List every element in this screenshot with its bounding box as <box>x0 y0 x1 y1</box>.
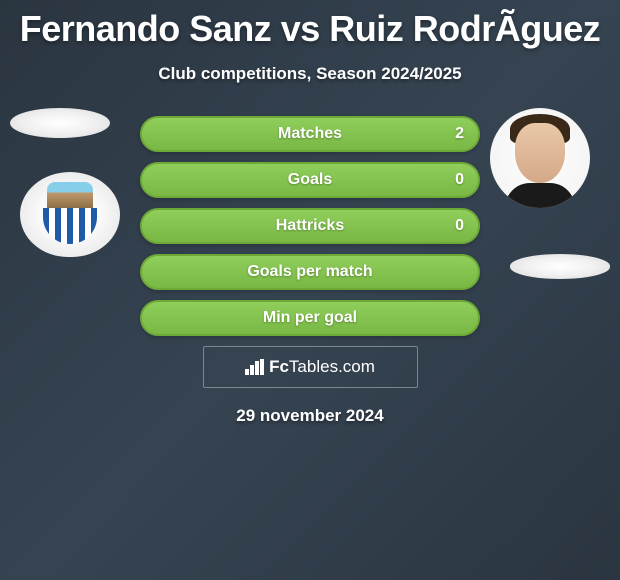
watermark: FcTables.com <box>203 346 418 388</box>
stats-list: Matches 2 Goals 0 Hattricks 0 Goals per … <box>140 116 480 336</box>
stat-row-min-per-goal: Min per goal <box>140 300 480 336</box>
stat-row-matches: Matches 2 <box>140 116 480 152</box>
watermark-text: FcTables.com <box>269 357 375 377</box>
stat-row-goals: Goals 0 <box>140 162 480 198</box>
player-left-club-badge <box>20 172 120 257</box>
stat-label: Min per goal <box>263 309 357 327</box>
stat-label: Goals <box>288 171 332 189</box>
stat-label: Goals per match <box>247 263 372 281</box>
player-right-avatar <box>490 108 590 208</box>
player-left-avatar <box>10 108 110 138</box>
stat-row-hattricks: Hattricks 0 <box>140 208 480 244</box>
stat-value-right: 0 <box>455 171 464 189</box>
stat-value-right: 0 <box>455 217 464 235</box>
footer-date: 29 november 2024 <box>0 406 620 426</box>
stat-label: Hattricks <box>276 217 344 235</box>
stat-label: Matches <box>278 125 342 143</box>
chart-icon <box>245 359 265 375</box>
comparison-content: Matches 2 Goals 0 Hattricks 0 Goals per … <box>0 116 620 426</box>
stat-value-right: 2 <box>455 125 464 143</box>
page-title: Fernando Sanz vs Ruiz RodrÃ­guez <box>0 0 620 50</box>
player-right-club-badge <box>510 254 610 279</box>
stat-row-goals-per-match: Goals per match <box>140 254 480 290</box>
page-subtitle: Club competitions, Season 2024/2025 <box>0 64 620 84</box>
